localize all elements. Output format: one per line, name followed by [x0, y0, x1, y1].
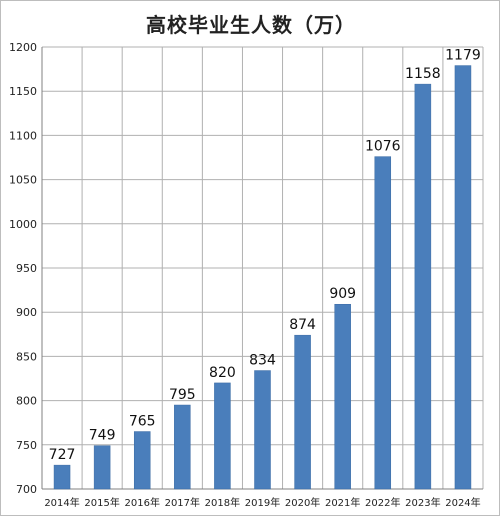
bar — [374, 156, 392, 490]
bar — [93, 445, 111, 490]
x-tick-label: 2016年 — [125, 496, 160, 509]
y-tick-label: 1200 — [9, 41, 37, 54]
y-tick-label: 950 — [16, 262, 37, 275]
data-label: 1158 — [405, 66, 441, 82]
data-label: 795 — [169, 387, 196, 403]
bar — [214, 382, 231, 490]
x-tick-label: 2020年 — [285, 496, 320, 509]
bar — [414, 83, 432, 490]
y-tick-label: 1100 — [9, 129, 37, 142]
bar — [454, 65, 472, 490]
chart-title: 高校毕业生人数（万） — [146, 13, 356, 37]
bar — [334, 303, 351, 490]
data-label: 909 — [329, 286, 356, 302]
x-tick-label: 2022年 — [365, 496, 400, 509]
y-tick-label: 1000 — [9, 218, 37, 231]
x-tick-label: 2017年 — [165, 496, 200, 509]
x-tick-label: 2018年 — [205, 496, 240, 509]
x-tick-label: 2014年 — [44, 496, 79, 509]
x-tick-label: 2024年 — [445, 496, 480, 509]
y-tick-label: 850 — [16, 350, 37, 363]
bar — [133, 431, 151, 490]
data-label: 765 — [129, 414, 156, 430]
bar — [294, 334, 311, 490]
y-tick-label: 700 — [16, 483, 37, 496]
x-tick-label: 2015年 — [84, 496, 119, 509]
bar — [53, 464, 71, 490]
x-tick-label: 2019年 — [245, 496, 280, 509]
y-tick-label: 800 — [16, 395, 37, 408]
data-label: 820 — [209, 365, 236, 381]
bar — [254, 370, 271, 490]
y-tick-label: 1050 — [9, 174, 37, 187]
data-label: 1076 — [365, 139, 401, 155]
y-tick-label: 900 — [16, 306, 37, 319]
y-tick-label: 750 — [16, 439, 37, 452]
data-label: 874 — [289, 317, 316, 333]
data-label: 749 — [89, 428, 116, 444]
x-tick-label: 2021年 — [325, 496, 360, 509]
x-tick-label: 2023年 — [405, 496, 440, 509]
bar — [174, 404, 191, 490]
y-tick-label: 1150 — [9, 85, 37, 98]
data-label: 834 — [249, 353, 276, 369]
data-label: 727 — [49, 447, 76, 463]
data-label: 1179 — [445, 48, 481, 64]
